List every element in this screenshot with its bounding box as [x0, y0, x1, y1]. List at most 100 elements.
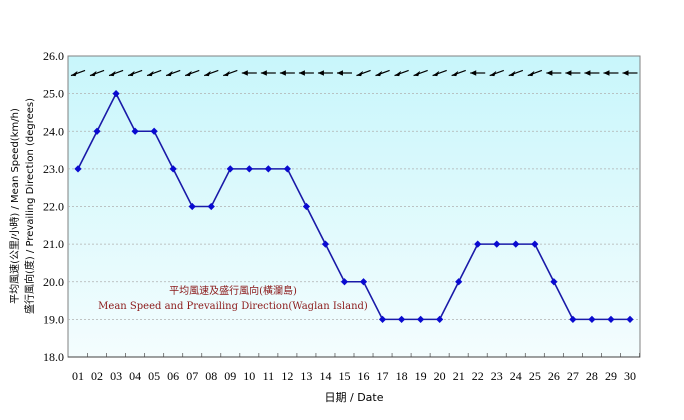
y-tick-label: 21.0 — [43, 237, 64, 251]
data-point — [378, 315, 387, 323]
wind-direction-arrow-icon — [432, 69, 447, 77]
x-tick-label: 11 — [263, 369, 275, 383]
wind-direction-arrow-icon — [394, 69, 409, 77]
x-axis-label: 日期 / Date — [325, 391, 384, 404]
data-point — [588, 315, 596, 323]
data-point — [321, 240, 330, 248]
wind-direction-arrow-icon — [546, 70, 562, 76]
data-point — [512, 240, 520, 248]
wind-direction-arrow-icon — [260, 70, 276, 76]
wind-direction-arrow-icon — [279, 70, 295, 76]
y-tick-label: 24.0 — [43, 124, 64, 138]
x-tick-label: 05 — [148, 369, 160, 383]
wind-direction-arrow-icon — [375, 69, 390, 77]
annotation-zh: 平均風速及盛行風向(橫瀾島) — [169, 284, 297, 297]
x-tick-label: 06 — [167, 369, 179, 383]
data-point — [112, 90, 120, 98]
wind-direction-arrow-icon — [470, 70, 486, 76]
x-tick-label: 03 — [110, 369, 122, 383]
wind-direction-arrow-icon — [336, 70, 352, 76]
y-axis-ticks: 18.0 19.0 20.0 21.0 22.0 23.0 24.0 25.0 26.0 — [43, 49, 64, 364]
wind-direction-arrow-icon — [146, 69, 162, 77]
data-point — [226, 165, 234, 173]
y-tick-label: 23.0 — [43, 162, 64, 176]
data-point — [188, 202, 196, 211]
data-point — [397, 315, 406, 323]
data-point — [283, 165, 291, 173]
x-tick-label: 18 — [396, 369, 408, 383]
wind-direction-arrow-icon — [527, 69, 543, 77]
wind-direction-arrow-icon — [565, 70, 581, 76]
data-point — [340, 278, 349, 286]
data-point — [245, 165, 253, 173]
x-tick-label: 01 — [72, 369, 84, 383]
mean-speed-line — [77, 91, 630, 321]
wind-direction-arrow-icon — [203, 69, 219, 77]
data-point — [417, 315, 425, 323]
data-point — [493, 240, 501, 248]
x-tick-label: 26 — [548, 369, 560, 383]
x-tick-label: 09 — [224, 369, 236, 383]
wind-direction-arrow-icon — [223, 69, 238, 77]
data-point — [150, 127, 158, 135]
wind-direction-arrow-icon — [489, 69, 505, 77]
wind-direction-arrow-icon — [451, 69, 466, 77]
data-point — [74, 165, 82, 173]
x-tick-label: 25 — [529, 369, 541, 383]
x-tick-label: 22 — [472, 369, 484, 383]
x-tick-label: 30 — [624, 369, 636, 383]
data-markers — [74, 90, 634, 323]
x-tick-label: 28 — [586, 369, 598, 383]
direction-arrows — [70, 69, 638, 77]
data-point — [93, 127, 101, 135]
x-tick-label: 29 — [605, 369, 617, 383]
wind-direction-arrow-icon — [413, 69, 428, 77]
y-tick-label: 26.0 — [43, 49, 64, 63]
x-tick-label: 12 — [281, 369, 293, 383]
x-tick-label: 19 — [415, 369, 427, 383]
wind-direction-arrow-icon — [356, 69, 371, 77]
x-tick-label: 14 — [319, 369, 331, 383]
data-point — [569, 315, 577, 323]
wind-direction-arrow-icon — [622, 70, 638, 76]
x-tick-label: 15 — [338, 369, 350, 383]
data-point — [455, 278, 463, 286]
wind-direction-arrow-icon — [317, 70, 333, 76]
y-tick-label: 19.0 — [43, 312, 64, 326]
wind-direction-arrow-icon — [165, 69, 181, 77]
wind-direction-arrow-icon — [508, 69, 524, 77]
data-point — [550, 278, 558, 286]
y-axis-label-speed: 平均風速(公里/小時) / Mean Speed(km/h) — [9, 108, 21, 304]
wind-direction-arrow-icon — [298, 70, 314, 76]
x-tick-label: 10 — [243, 369, 255, 383]
data-point — [607, 315, 615, 323]
x-axis-ticks: 01 02 03 04 05 06 07 08 09 10 11 12 13 14 15 16 17 18 19 20… — [68, 353, 640, 383]
wind-direction-arrow-icon — [241, 70, 257, 76]
wind-direction-arrow-icon — [603, 70, 619, 76]
wind-direction-arrow-icon — [184, 69, 200, 77]
annotation-en: Mean Speed and Prevailing Direction(Wagl… — [98, 301, 368, 312]
data-point — [264, 165, 272, 173]
x-tick-label: 04 — [129, 369, 141, 383]
data-point — [474, 240, 482, 248]
x-tick-label: 13 — [300, 369, 312, 383]
data-point — [207, 202, 215, 211]
x-tick-label: 02 — [91, 369, 103, 383]
y-tick-label: 18.0 — [43, 350, 64, 364]
y-tick-label: 25.0 — [43, 87, 64, 101]
data-point — [131, 127, 139, 135]
x-tick-label: 16 — [358, 369, 370, 383]
y-tick-label: 22.0 — [43, 200, 64, 214]
y-tick-label: 20.0 — [43, 275, 64, 289]
wind-direction-arrow-icon — [127, 69, 143, 77]
data-point — [626, 315, 634, 323]
wind-direction-arrow-icon — [89, 69, 105, 77]
wind-direction-arrow-icon — [70, 69, 86, 77]
x-tick-label: 08 — [205, 369, 217, 383]
x-tick-label: 21 — [453, 369, 465, 383]
wind-direction-arrow-icon — [584, 70, 600, 76]
data-point — [531, 240, 539, 248]
x-tick-label: 24 — [510, 369, 522, 383]
x-tick-label: 23 — [491, 369, 503, 383]
